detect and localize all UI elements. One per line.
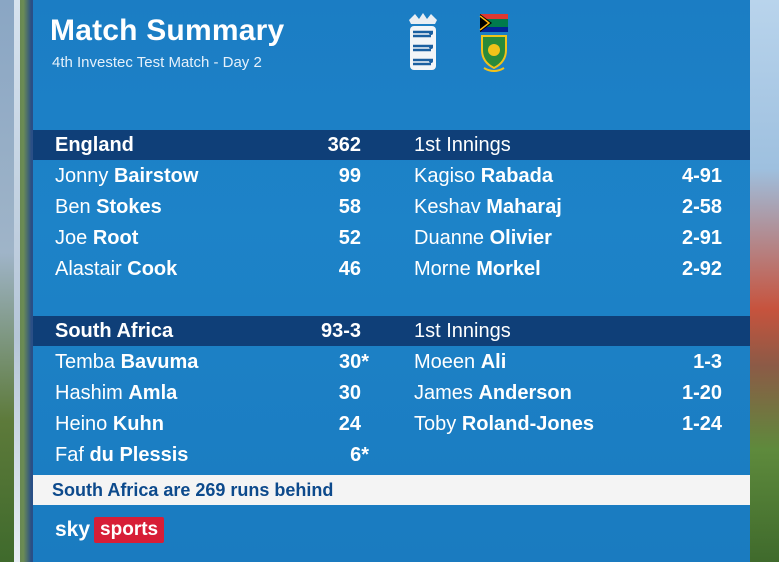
sports-wordmark: sports	[94, 517, 165, 543]
batter-runs: 30*	[338, 351, 369, 373]
sky-wordmark: sky	[55, 518, 91, 541]
batter-last-name: Cook	[127, 258, 178, 280]
south-africa-crest-icon	[479, 14, 508, 72]
england-crest-icon	[409, 13, 437, 70]
page-title: Match Summary	[50, 14, 285, 47]
batter-runs: 99	[338, 165, 361, 187]
bowler-last-name: Olivier	[489, 227, 552, 249]
batter-runs: 52	[338, 227, 361, 249]
bowler-figures: 1-20	[681, 382, 722, 404]
team-score-england: 362	[327, 134, 361, 156]
batter-runs: 24	[338, 413, 361, 435]
scoreboard-panel	[33, 0, 750, 562]
batter-last-name: Stokes	[96, 196, 162, 218]
batter-first-name: Ben	[55, 196, 91, 218]
stadium-background-left	[0, 0, 20, 562]
batter-runs: 58	[338, 196, 361, 218]
page-subtitle: 4th Investec Test Match - Day 2	[52, 54, 262, 71]
bowler-last-name: Roland-Jones	[461, 413, 595, 435]
team-name-england: England	[55, 134, 134, 156]
team-name-south-africa: South Africa	[55, 320, 174, 342]
bowler-first-name: Duanne	[414, 227, 485, 249]
batter-first-name: Hashim	[55, 382, 123, 404]
batter-first-name: Heino	[55, 413, 108, 435]
bowler-last-name: Morkel	[476, 258, 541, 280]
bowler-figures: 2-92	[681, 258, 722, 280]
bowler-figures: 2-91	[681, 227, 722, 249]
bowler-figures: 1-24	[681, 413, 722, 435]
innings-header-band-england	[33, 130, 750, 160]
bowler-last-name: Ali	[480, 351, 507, 373]
innings-header-band-south-africa	[33, 316, 750, 346]
status-bar	[33, 475, 750, 505]
stadium-background-right	[750, 0, 779, 562]
bowler-last-name: Rabada	[480, 165, 553, 187]
bowler-first-name: Kagiso	[414, 165, 476, 187]
sky-sports-logo: sky sports	[55, 516, 175, 544]
batter-first-name: Faf	[55, 444, 84, 466]
bowler-first-name: Moeen	[414, 351, 476, 373]
bowling-innings-label-england: 1st Innings	[414, 134, 511, 156]
batter-last-name: Kuhn	[112, 413, 164, 435]
batter-runs: 30	[338, 382, 361, 404]
batter-last-name: du Plessis	[89, 444, 189, 466]
batter-last-name: Root	[92, 227, 139, 249]
bowler-figures: 1-3	[693, 351, 722, 373]
bowler-first-name: Keshav	[414, 196, 481, 218]
bowler-first-name: Toby	[414, 413, 457, 435]
batter-runs: 6*	[350, 444, 369, 466]
bowler-first-name: James	[414, 382, 473, 404]
batter-first-name: Temba	[55, 351, 116, 373]
bowler-first-name: Morne	[414, 258, 471, 280]
batter-first-name: Alastair	[55, 258, 122, 280]
batter-last-name: Bairstow	[113, 165, 199, 187]
batter-runs: 46	[338, 258, 361, 280]
bowler-last-name: Anderson	[478, 382, 572, 404]
batter-first-name: Joe	[55, 227, 88, 249]
bowling-innings-label-south-africa: 1st Innings	[414, 320, 511, 342]
status-text: South Africa are 269 runs behind	[52, 480, 334, 500]
batter-last-name: Amla	[128, 382, 178, 404]
bowler-figures: 4-91	[681, 165, 722, 187]
batter-first-name: Jonny	[55, 165, 109, 187]
bowler-last-name: Maharaj	[486, 196, 562, 218]
team-score-south-africa: 93-3	[320, 320, 361, 342]
batter-last-name: Bavuma	[120, 351, 199, 373]
bowler-figures: 2-58	[681, 196, 722, 218]
